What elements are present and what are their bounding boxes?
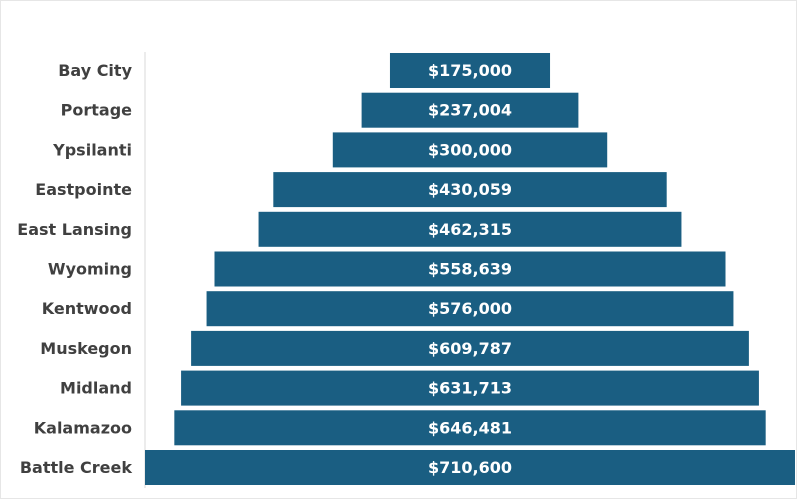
funnel-bar [181, 370, 759, 406]
value-label: $646,481 [428, 418, 512, 437]
category-label: Kentwood [42, 299, 132, 318]
funnel-bar [389, 53, 551, 88]
funnel-bar [332, 132, 608, 168]
value-label: $300,000 [428, 140, 512, 159]
category-label: Ypsilanti [52, 140, 132, 159]
category-label: Eastpointe [35, 180, 132, 199]
funnel-bar [214, 251, 726, 287]
value-label: $710,600 [428, 458, 512, 477]
funnel-bar [174, 410, 766, 446]
funnel-bar [361, 92, 579, 128]
category-label: Battle Creek [20, 458, 133, 477]
value-label: $237,004 [428, 101, 512, 120]
value-label: $609,787 [428, 339, 512, 358]
value-label: $558,639 [428, 260, 512, 279]
funnel-bar [273, 172, 667, 208]
category-label: Kalamazoo [34, 418, 132, 437]
funnel-bar [206, 291, 734, 327]
category-label: Bay City [58, 61, 132, 80]
category-label: Portage [61, 101, 133, 120]
funnel-bar [191, 330, 749, 366]
value-label: $175,000 [428, 61, 512, 80]
value-label: $462,315 [428, 220, 512, 239]
value-label: $430,059 [428, 180, 512, 199]
category-label: Muskegon [40, 339, 132, 358]
category-label: Midland [60, 379, 132, 398]
category-label: East Lansing [17, 220, 132, 239]
category-label: Wyoming [48, 260, 132, 279]
value-label: $631,713 [428, 379, 512, 398]
value-label: $576,000 [428, 299, 512, 318]
funnel-bar [145, 450, 795, 485]
funnel-bar [258, 211, 682, 247]
